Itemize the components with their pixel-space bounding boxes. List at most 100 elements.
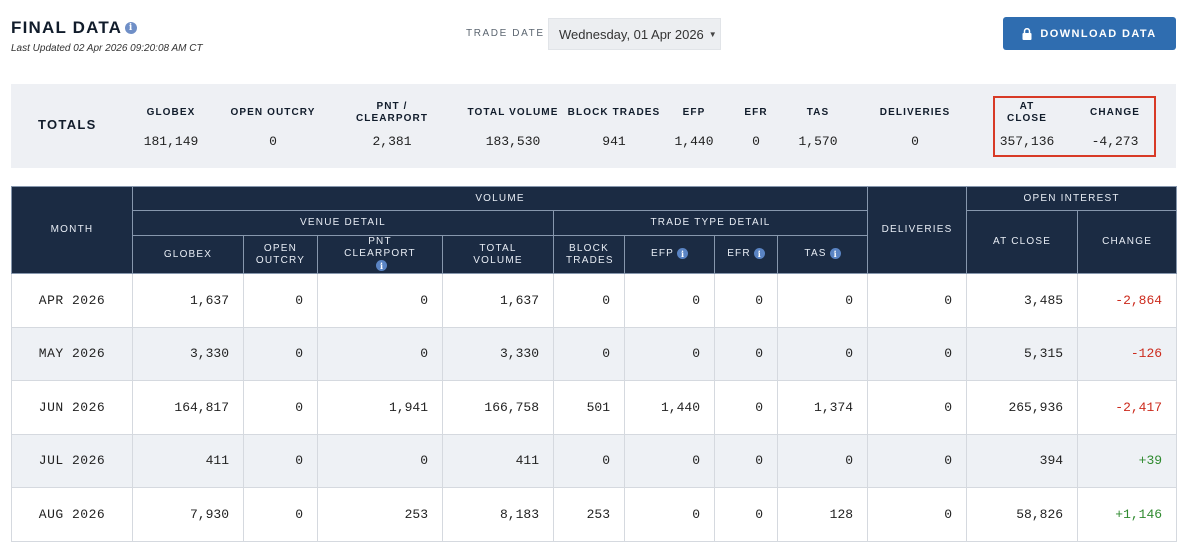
trade-date-select[interactable]: Wednesday, 01 Apr 2026 ▼ — [548, 18, 721, 50]
totals-open-outcry: OPEN OUTCRY 0 — [223, 100, 323, 149]
cell-at-close: 5,315 — [966, 326, 1079, 381]
cell-total: 1,637 — [442, 273, 554, 328]
volume-table: MONTH VOLUME DELIVERIES OPEN INTEREST VE… — [11, 186, 1178, 542]
cell-efp: 0 — [624, 273, 715, 328]
header-open-outcry: OPEN OUTCRY — [243, 235, 318, 274]
trade-date-label: TRADE DATE — [466, 28, 545, 39]
header-tas: TAS i — [776, 235, 869, 274]
cell-change: -2,864 — [1077, 273, 1178, 328]
info-icon[interactable]: i — [753, 248, 765, 260]
cell-tas: 0 — [776, 326, 869, 381]
totals-header: BLOCK TRADES — [567, 107, 661, 118]
info-icon[interactable]: i — [829, 248, 841, 260]
totals-deliveries: DELIVERIES 0 — [865, 100, 965, 149]
header-tas-label: TAS — [804, 248, 827, 260]
cell-total: 8,183 — [442, 487, 554, 542]
totals-pnt-clearport: PNT / CLEARPORT 2,381 — [342, 100, 442, 149]
cell-block: 0 — [553, 273, 625, 328]
highlight-box — [993, 96, 1156, 157]
info-icon[interactable]: i — [125, 22, 138, 34]
header-efr: EFR i — [714, 235, 778, 274]
cell-pnt: 253 — [317, 487, 443, 542]
cell-open-outcry: 0 — [243, 380, 318, 435]
cell-efr: 0 — [714, 487, 778, 542]
totals-header: PNT / CLEARPORT — [355, 101, 429, 124]
totals-efr: EFR 0 — [706, 100, 806, 149]
totals-value: 181,149 — [143, 134, 199, 149]
cell-deliveries: 0 — [867, 326, 968, 381]
info-icon[interactable]: i — [376, 260, 387, 272]
cell-pnt: 1,941 — [317, 380, 443, 435]
cell-efp: 1,440 — [624, 380, 715, 435]
header-efp-label: EFP — [650, 248, 675, 260]
cell-block: 0 — [553, 433, 625, 488]
totals-label: TOTALS — [38, 117, 97, 132]
header-globex: GLOBEX — [132, 235, 244, 274]
cell-pnt: 0 — [317, 433, 443, 488]
cell-tas: 0 — [776, 273, 869, 328]
header-venue-detail: VENUE DETAIL — [132, 210, 554, 236]
cell-globex: 164,817 — [132, 380, 244, 435]
last-updated: Last Updated 02 Apr 2026 09:20:08 AM CT — [11, 43, 203, 54]
totals-header: CHANGE — [1090, 107, 1140, 118]
cell-month: AUG 2026 — [11, 487, 133, 542]
header-efr-label: EFR — [727, 248, 751, 260]
totals-header: TAS — [806, 107, 830, 118]
totals-value: 2,381 — [372, 134, 412, 149]
download-data-button[interactable]: DOWNLOAD DATA — [1003, 17, 1176, 50]
header-open-interest: OPEN INTEREST — [966, 186, 1178, 211]
cell-efr: 0 — [714, 433, 778, 488]
cell-deliveries: 0 — [867, 433, 968, 488]
cell-at-close: 394 — [966, 433, 1079, 488]
totals-header: EFP — [682, 107, 706, 118]
totals-panel: TOTALS GLOBEX 181,149 OPEN OUTCRY 0 PNT … — [11, 84, 1176, 168]
cell-change: -2,417 — [1077, 380, 1178, 435]
cell-deliveries: 0 — [867, 273, 968, 328]
header-block-trades: BLOCK TRADES — [553, 235, 625, 274]
header-pnt-clearport: PNT CLEARPORTi — [317, 235, 443, 274]
table-row: APR 2026 1,637 0 0 1,637 0 0 0 0 0 3,485 -2,864 — [11, 273, 1178, 328]
cell-globex: 7,930 — [132, 487, 244, 542]
cell-month: JUL 2026 — [11, 433, 133, 488]
cell-efr: 0 — [714, 326, 778, 381]
download-data-label: DOWNLOAD DATA — [1040, 27, 1157, 40]
totals-value: 183,530 — [485, 134, 541, 149]
cell-block: 501 — [553, 380, 625, 435]
cell-total: 166,758 — [442, 380, 554, 435]
totals-value: 1,440 — [674, 134, 714, 149]
cell-month: APR 2026 — [11, 273, 133, 328]
cell-efr: 0 — [714, 380, 778, 435]
totals-header: EFR — [744, 107, 768, 118]
info-icon[interactable]: i — [677, 248, 689, 260]
cell-open-outcry: 0 — [243, 433, 318, 488]
header-total-volume: TOTAL VOLUME — [442, 235, 554, 274]
header-month: MONTH — [11, 186, 133, 274]
header-deliveries: DELIVERIES — [867, 186, 968, 274]
header-volume: VOLUME — [131, 186, 869, 211]
totals-at-close: AT CLOSE 357,136 — [977, 100, 1077, 149]
header-pnt-clearport-label: PNT CLEARPORT — [344, 236, 416, 260]
cell-at-close: 3,485 — [966, 273, 1079, 328]
totals-header: GLOBEX — [146, 107, 196, 118]
totals-header: AT CLOSE — [1007, 101, 1047, 124]
cell-efp: 0 — [624, 326, 715, 381]
page-title: FINAL DATA i — [11, 18, 138, 38]
table-row: JUL 2026 411 0 0 411 0 0 0 0 0 394 +39 — [11, 433, 1178, 488]
cell-change: +1,146 — [1077, 487, 1178, 542]
cell-block: 253 — [553, 487, 625, 542]
totals-header: TOTAL VOLUME — [467, 107, 559, 118]
totals-header: DELIVERIES — [879, 107, 951, 118]
cell-tas: 128 — [776, 487, 869, 542]
totals-value: 941 — [602, 134, 626, 149]
cell-tas: 1,374 — [776, 380, 869, 435]
cell-block: 0 — [553, 326, 625, 381]
totals-tas: TAS 1,570 — [768, 100, 868, 149]
cell-open-outcry: 0 — [243, 326, 318, 381]
totals-change: CHANGE -4,273 — [1065, 100, 1165, 149]
cell-total: 411 — [442, 433, 554, 488]
totals-value: 0 — [911, 134, 919, 149]
cell-globex: 3,330 — [132, 326, 244, 381]
chevron-down-icon: ▼ — [708, 29, 717, 39]
cell-at-close: 265,936 — [966, 380, 1079, 435]
cell-tas: 0 — [776, 433, 869, 488]
